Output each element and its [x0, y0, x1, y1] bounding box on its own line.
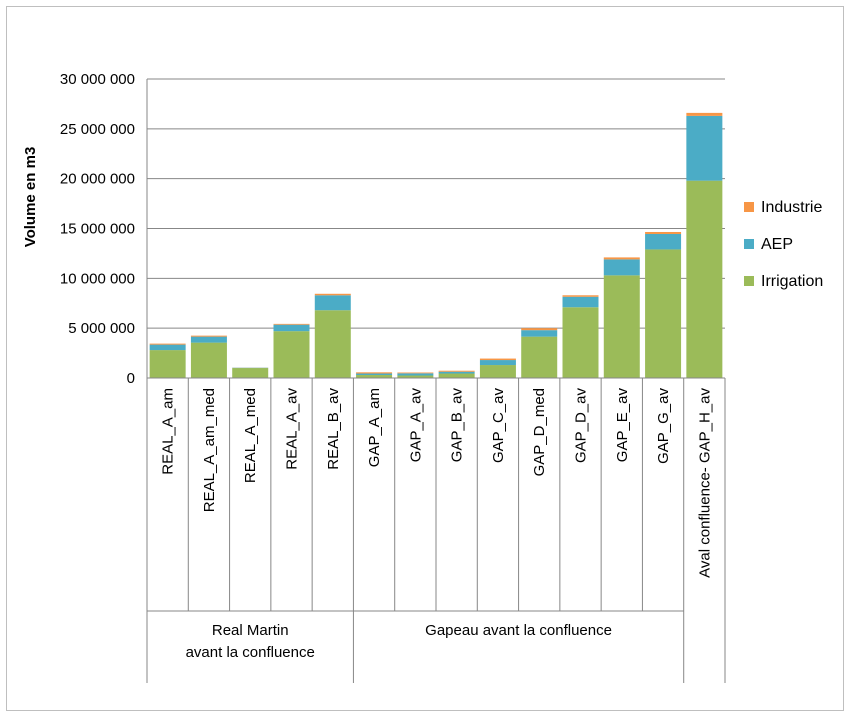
bar-irrigation [397, 375, 434, 378]
bar-industrie [603, 257, 640, 260]
bar-irrigation [232, 368, 269, 378]
y-tick-label: 30 000 000 [60, 71, 135, 88]
bars [149, 112, 723, 378]
stacked-bar-chart: Volume en m3 0 5 000 000 10 000 000 15 000 … [22, 71, 823, 683]
bar-aep [397, 373, 434, 376]
bar-industrie [190, 335, 227, 337]
bar-aep [603, 259, 640, 276]
bar-industrie [479, 358, 516, 361]
bar-industrie [314, 293, 351, 296]
bar-aep [149, 344, 186, 351]
bar-irrigation [521, 336, 558, 378]
bar-industrie [686, 112, 723, 116]
axes [146, 79, 726, 683]
x-tick-label: GAP_A_am [366, 388, 383, 467]
x-tick-label: GAP_D_av [573, 388, 590, 464]
x-tick-label: REAL_A_med [242, 388, 259, 483]
bar-irrigation [686, 180, 723, 378]
legend-label-irrigation: Irrigation [761, 273, 823, 290]
bar-irrigation [438, 373, 475, 378]
x-tick-labels: REAL_A_am REAL_A_am_med REAL_A_med REAL_A_a… [160, 388, 714, 578]
bar-irrigation [645, 249, 682, 378]
bar-irrigation [273, 331, 310, 378]
bar-aep [438, 371, 475, 374]
bar-irrigation [356, 375, 393, 378]
bar-irrigation [149, 350, 186, 378]
legend-swatch-irrigation [744, 276, 754, 286]
bar-aep [479, 360, 516, 366]
group-label: avant la confluence [186, 644, 315, 661]
y-tick-label: 10 000 000 [60, 270, 135, 287]
x-tick-label: REAL_A_am_med [201, 388, 218, 512]
bar-industrie [356, 372, 393, 374]
bar-aep [521, 330, 558, 337]
legend-swatch-industrie [744, 202, 754, 212]
chart-frame: Volume en m3 0 5 000 000 10 000 000 15 000 … [6, 6, 844, 711]
y-tick-label: 5 000 000 [68, 320, 135, 337]
bar-industrie [149, 343, 186, 345]
y-tick-label: 15 000 000 [60, 221, 135, 238]
bar-aep [356, 373, 393, 376]
legend-label-aep: AEP [761, 236, 793, 253]
bar-aep [273, 324, 310, 332]
legend: Industrie AEP Irrigation [744, 199, 823, 290]
bar-aep [314, 295, 351, 311]
bar-irrigation [314, 310, 351, 378]
bar-industrie [521, 328, 558, 331]
bar-aep [686, 115, 723, 181]
bar-industrie [397, 372, 434, 374]
bar-industrie [645, 231, 682, 234]
legend-swatch-aep [744, 239, 754, 249]
y-axis-label: Volume en m3 [22, 147, 39, 248]
bar-irrigation [562, 307, 599, 378]
x-tick-label: GAP_A_av [407, 388, 424, 463]
x-tick-label: REAL_A_am [160, 388, 177, 475]
bar-industrie [562, 295, 599, 297]
x-tick-label: GAP_C_av [490, 388, 507, 464]
x-tick-label: GAP_D_med [531, 388, 548, 476]
legend-label-industrie: Industrie [761, 199, 822, 216]
bar-industrie [438, 370, 475, 372]
y-tick-label: 25 000 000 [60, 121, 135, 138]
category-groups: Real Martin avant la confluence Gapeau ava… [186, 622, 612, 661]
bar-aep [190, 336, 227, 343]
y-tick-label: 0 [127, 370, 135, 387]
x-tick-label: REAL_B_av [325, 388, 342, 470]
bar-aep [645, 233, 682, 250]
bar-industrie [273, 323, 310, 325]
bar-irrigation [603, 275, 640, 378]
x-tick-label: GAP_B_av [449, 388, 466, 463]
x-tick-label: Aval confluence- GAP_H_av [696, 388, 713, 578]
y-tick-label: 20 000 000 [60, 171, 135, 188]
x-tick-label: GAP_G_av [655, 388, 672, 464]
bar-irrigation [479, 365, 516, 378]
x-tick-label: GAP_E_av [614, 388, 631, 463]
x-tick-label: REAL_A_av [284, 388, 301, 470]
bar-irrigation [190, 342, 227, 378]
group-label: Gapeau avant la confluence [425, 622, 612, 639]
group-label: Real Martin [212, 622, 289, 639]
y-tick-labels: 0 5 000 000 10 000 000 15 000 000 20 000 000… [60, 71, 135, 387]
bar-aep [562, 296, 599, 308]
